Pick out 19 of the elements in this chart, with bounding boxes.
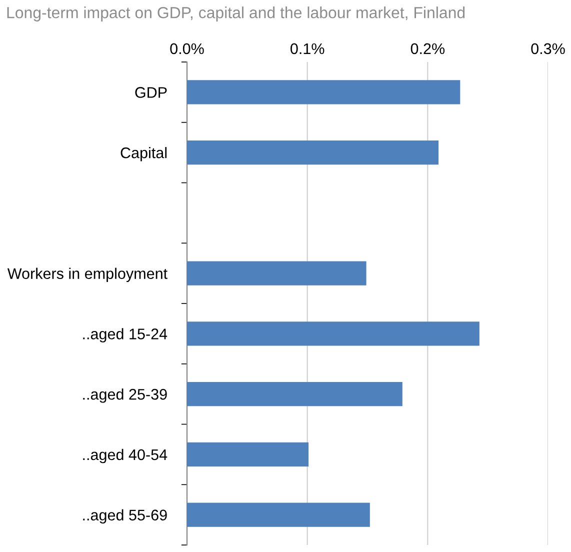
bar	[187, 382, 402, 406]
y-tick-label: ..aged 25-39	[83, 388, 167, 403]
x-tick-label: 0.3%	[531, 43, 565, 54]
y-tick-label: ..aged 40-54	[83, 448, 168, 464]
bar	[187, 140, 438, 165]
bar	[187, 261, 366, 286]
y-tick-label: Workers in employment	[7, 268, 168, 282]
y-tick-label: GDP	[135, 87, 167, 98]
x-tick-label: 0.0%	[170, 43, 204, 54]
bar	[187, 442, 309, 467]
x-tick-label: 0.2%	[410, 43, 445, 54]
bar	[187, 80, 460, 104]
chart-title: Long-term impact on GDP, capital and the labour market, Finland	[7, 6, 465, 22]
bar	[187, 502, 370, 527]
x-tick-label: 0.1%	[290, 43, 324, 54]
y-tick-label: ..aged 55-69	[83, 509, 167, 524]
y-tick-label: Capital	[120, 147, 167, 162]
bar	[187, 322, 480, 346]
y-tick-label: ..aged 15-24	[83, 328, 168, 342]
